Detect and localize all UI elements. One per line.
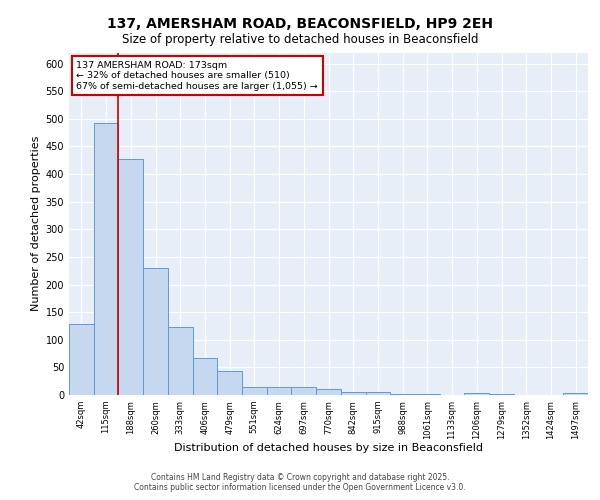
Bar xyxy=(316,389,341,395)
Bar xyxy=(267,386,292,395)
Bar xyxy=(563,393,588,395)
Bar xyxy=(69,324,94,395)
Bar xyxy=(168,326,193,395)
Bar xyxy=(341,392,365,395)
Bar xyxy=(415,394,440,395)
Text: Contains HM Land Registry data © Crown copyright and database right 2025.
Contai: Contains HM Land Registry data © Crown c… xyxy=(134,473,466,492)
Bar xyxy=(489,394,514,395)
Text: 137 AMERSHAM ROAD: 173sqm
← 32% of detached houses are smaller (510)
67% of semi: 137 AMERSHAM ROAD: 173sqm ← 32% of detac… xyxy=(76,61,318,90)
Bar xyxy=(193,358,217,395)
Bar xyxy=(292,386,316,395)
Y-axis label: Number of detached properties: Number of detached properties xyxy=(31,136,41,312)
Bar xyxy=(242,386,267,395)
Text: Size of property relative to detached houses in Beaconsfield: Size of property relative to detached ho… xyxy=(122,32,478,46)
X-axis label: Distribution of detached houses by size in Beaconsfield: Distribution of detached houses by size … xyxy=(174,443,483,453)
Bar xyxy=(390,394,415,395)
Bar xyxy=(217,370,242,395)
Text: 137, AMERSHAM ROAD, BEACONSFIELD, HP9 2EH: 137, AMERSHAM ROAD, BEACONSFIELD, HP9 2E… xyxy=(107,18,493,32)
Bar xyxy=(118,158,143,395)
Bar xyxy=(94,122,118,395)
Bar xyxy=(365,392,390,395)
Bar xyxy=(464,393,489,395)
Bar xyxy=(143,268,168,395)
